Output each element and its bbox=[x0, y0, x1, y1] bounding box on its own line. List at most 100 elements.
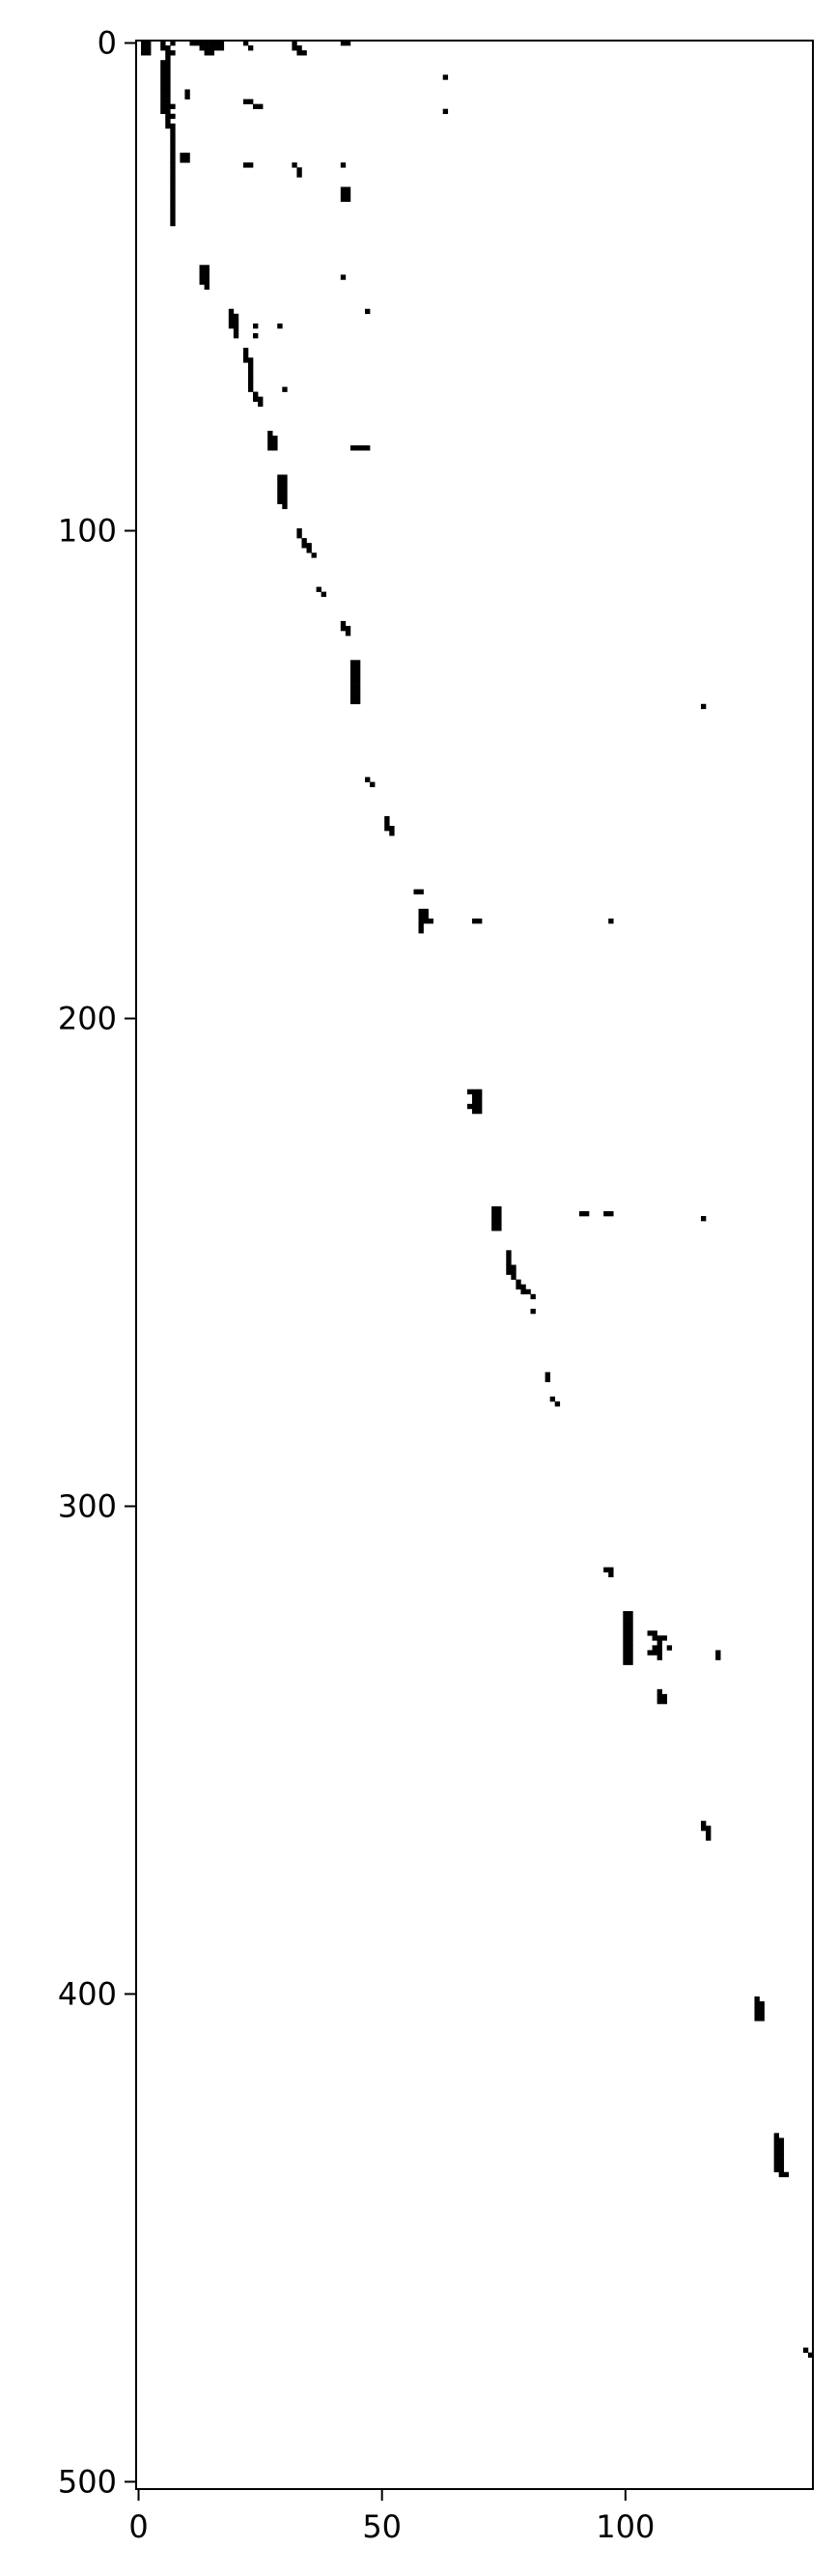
matrix-cell bbox=[160, 45, 166, 51]
matrix-cell bbox=[603, 1210, 609, 1217]
matrix-cell bbox=[418, 918, 424, 924]
matrix-cell bbox=[306, 548, 312, 553]
matrix-cell bbox=[340, 191, 347, 197]
matrix-cell bbox=[491, 1205, 497, 1212]
matrix-cell bbox=[471, 1089, 478, 1095]
matrix-cell bbox=[253, 396, 259, 402]
matrix-cell bbox=[184, 94, 190, 99]
matrix-cell bbox=[471, 1103, 478, 1110]
matrix-cell bbox=[628, 1630, 633, 1636]
matrix-cell bbox=[301, 50, 307, 56]
matrix-cell bbox=[282, 386, 288, 392]
matrix-cell bbox=[506, 1255, 512, 1260]
matrix-cell bbox=[160, 41, 166, 46]
matrix-cell bbox=[603, 1567, 609, 1572]
x-tick-label: 0 bbox=[128, 2508, 148, 2545]
matrix-cell bbox=[282, 503, 288, 510]
matrix-cell bbox=[652, 1635, 657, 1641]
matrix-cell bbox=[170, 157, 176, 163]
matrix-cell bbox=[754, 2001, 760, 2007]
matrix-cell bbox=[418, 889, 424, 895]
matrix-cell bbox=[778, 2162, 785, 2168]
matrix-cell bbox=[213, 45, 220, 51]
matrix-cell bbox=[428, 918, 433, 924]
matrix-cell bbox=[170, 137, 176, 144]
matrix-cell bbox=[384, 815, 390, 822]
matrix-cell bbox=[623, 1659, 628, 1665]
matrix-cell bbox=[545, 1376, 550, 1382]
matrix-cell bbox=[296, 172, 302, 178]
matrix-cell bbox=[778, 2137, 785, 2143]
matrix-cell bbox=[233, 318, 239, 325]
matrix-cell bbox=[292, 41, 297, 46]
matrix-cell bbox=[282, 479, 288, 485]
matrix-cell bbox=[170, 123, 176, 129]
matrix-cell bbox=[623, 1650, 628, 1656]
matrix-cell bbox=[247, 357, 254, 363]
matrix-cell bbox=[549, 1396, 556, 1402]
matrix-cell bbox=[233, 323, 239, 329]
matrix-cell bbox=[773, 2137, 779, 2143]
matrix-cell bbox=[277, 484, 283, 490]
matrix-cell bbox=[146, 41, 152, 46]
matrix-cell bbox=[199, 265, 205, 270]
matrix-cell bbox=[301, 543, 307, 549]
matrix-cell bbox=[165, 103, 171, 109]
matrix-cell bbox=[773, 2162, 779, 2168]
matrix-cell bbox=[778, 2147, 785, 2153]
matrix-cell bbox=[491, 1210, 497, 1217]
matrix-cell bbox=[228, 308, 235, 315]
matrix-cell bbox=[160, 65, 166, 71]
matrix-cell bbox=[647, 1650, 653, 1656]
matrix-cell bbox=[170, 177, 176, 183]
matrix-cell bbox=[165, 79, 171, 85]
matrix-cell bbox=[413, 889, 419, 895]
matrix-cell bbox=[628, 1611, 633, 1617]
matrix-cell bbox=[282, 498, 288, 505]
matrix-cell bbox=[170, 153, 176, 158]
matrix-cell bbox=[628, 1650, 633, 1656]
matrix-cell bbox=[442, 108, 449, 115]
matrix-cell bbox=[170, 132, 176, 139]
matrix-cell bbox=[661, 1635, 668, 1641]
matrix-cell bbox=[349, 684, 356, 690]
matrix-cell bbox=[466, 1089, 473, 1095]
matrix-cell bbox=[253, 323, 259, 329]
matrix-cell bbox=[471, 1093, 478, 1100]
matrix-cell bbox=[759, 2001, 765, 2007]
matrix-cell bbox=[628, 1616, 633, 1622]
matrix-cell bbox=[783, 2171, 790, 2178]
matrix-cell bbox=[496, 1205, 502, 1212]
y-tick-label: 100 bbox=[58, 513, 117, 550]
matrix-cell bbox=[165, 74, 171, 80]
matrix-cell bbox=[349, 679, 356, 685]
matrix-cell bbox=[511, 1264, 517, 1270]
matrix-cell bbox=[242, 41, 249, 46]
matrix-cell bbox=[301, 538, 307, 544]
matrix-cell bbox=[345, 191, 351, 197]
matrix-cells bbox=[141, 41, 814, 2358]
matrix-cell bbox=[247, 162, 254, 168]
y-tick-label: 300 bbox=[58, 1487, 117, 1524]
matrix-cell bbox=[345, 186, 351, 192]
matrix-cell bbox=[759, 2006, 765, 2012]
matrix-cell bbox=[349, 665, 356, 670]
matrix-cell bbox=[282, 484, 288, 490]
matrix-cell bbox=[345, 631, 351, 637]
matrix-cell bbox=[247, 45, 254, 51]
matrix-cell bbox=[354, 679, 361, 685]
matrix-cell bbox=[160, 74, 166, 80]
matrix-cell bbox=[170, 182, 176, 187]
matrix-cell bbox=[165, 70, 171, 75]
matrix-cell bbox=[706, 1830, 712, 1836]
matrix-cell bbox=[316, 586, 321, 592]
matrix-cell bbox=[652, 1645, 657, 1651]
matrix-cell bbox=[715, 1650, 721, 1656]
matrix-cell bbox=[242, 357, 249, 363]
matrix-cell bbox=[253, 332, 259, 339]
matrix-cell bbox=[423, 913, 429, 920]
matrix-cell bbox=[170, 143, 176, 149]
matrix-cell bbox=[228, 323, 235, 329]
matrix-cell bbox=[247, 362, 254, 368]
